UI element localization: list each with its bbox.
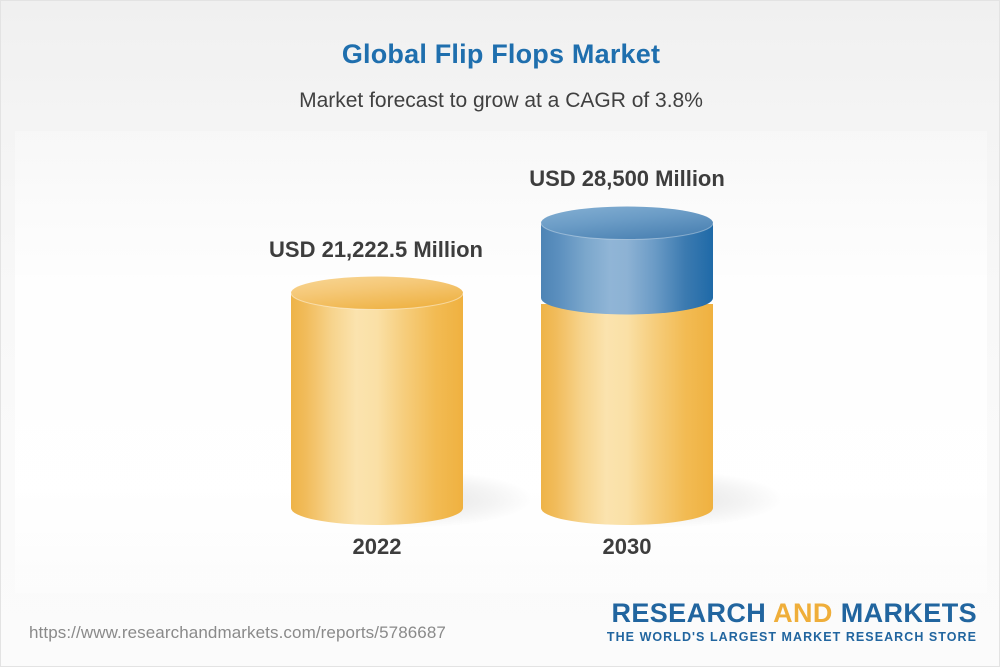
plot-background: [15, 131, 987, 593]
source-url[interactable]: https://www.researchandmarkets.com/repor…: [29, 623, 446, 642]
logo-word-research: RESEARCH: [611, 598, 774, 628]
page-subtitle: Market forecast to grow at a CAGR of 3.8…: [299, 89, 703, 112]
value-label-2030: USD 28,500 Million: [529, 166, 725, 191]
logo-word-markets: MARKETS: [832, 598, 977, 628]
logo-tagline: THE WORLD'S LARGEST MARKET RESEARCH STOR…: [606, 630, 977, 645]
bar-cylinder-2030: [540, 206, 714, 525]
value-label-2022: USD 21,222.5 Million: [269, 237, 483, 262]
logo-word-and: AND: [773, 598, 833, 628]
logo-wordmark: RESEARCH AND MARKETS: [607, 599, 977, 627]
x-axis-label-2030: 2030: [602, 534, 652, 559]
bar-cylinder-2022: [290, 276, 464, 525]
research-and-markets-logo[interactable]: RESEARCH AND MARKETS THE WORLD'S LARGEST…: [606, 599, 977, 645]
page-title: Global Flip Flops Market: [341, 39, 661, 69]
x-axis-label-2022: 2022: [352, 534, 402, 559]
